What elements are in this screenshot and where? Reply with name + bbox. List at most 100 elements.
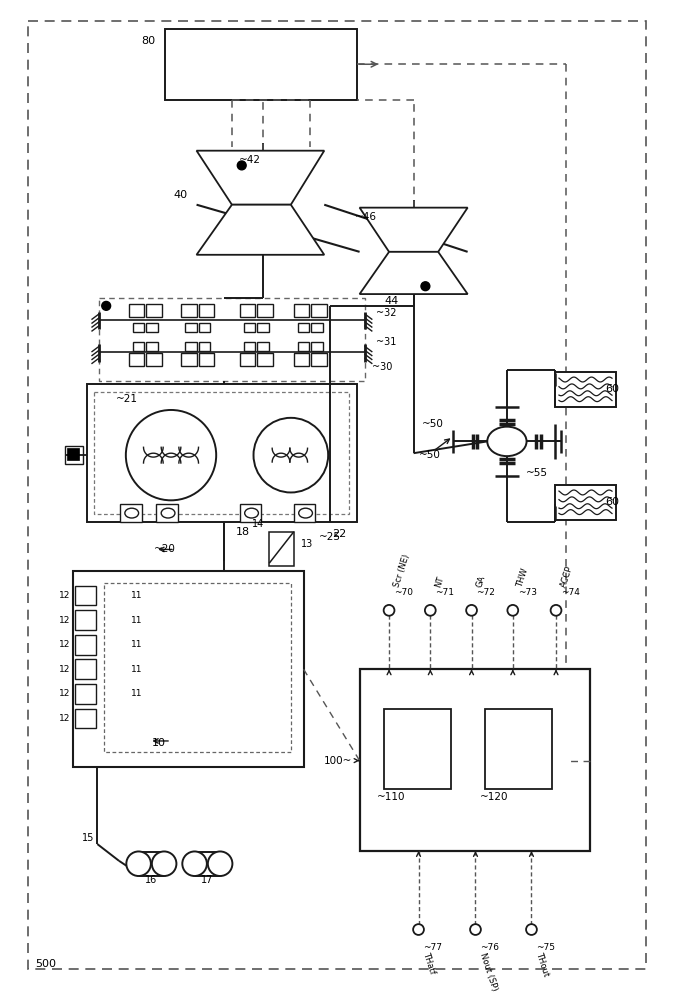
Text: ~72: ~72 <box>477 588 495 597</box>
Bar <box>129 353 144 366</box>
Bar <box>133 342 144 351</box>
Bar <box>244 323 255 332</box>
Ellipse shape <box>182 851 207 876</box>
Text: Scr (NE): Scr (NE) <box>392 553 411 589</box>
Bar <box>146 323 158 332</box>
Bar <box>75 659 96 679</box>
Bar <box>298 342 309 351</box>
Circle shape <box>413 924 424 935</box>
Text: 16: 16 <box>145 875 158 885</box>
Text: ~42: ~42 <box>239 155 261 165</box>
Bar <box>120 504 142 522</box>
Bar <box>311 353 327 366</box>
Bar <box>67 448 79 460</box>
Text: ~76: ~76 <box>481 943 499 952</box>
Text: 12: 12 <box>59 616 70 625</box>
Bar <box>65 446 83 464</box>
Text: ~75: ~75 <box>537 943 555 952</box>
Circle shape <box>526 924 537 935</box>
Text: 60: 60 <box>605 497 619 507</box>
Text: ~55: ~55 <box>525 468 547 478</box>
Bar <box>311 323 324 332</box>
Text: 100~: 100~ <box>324 756 352 766</box>
Bar <box>195 852 220 876</box>
Bar <box>485 709 552 789</box>
Text: 11: 11 <box>131 689 142 698</box>
Text: 22: 22 <box>332 529 347 539</box>
Text: ~120: ~120 <box>479 792 508 802</box>
Bar <box>146 353 162 366</box>
Text: 80: 80 <box>141 36 155 46</box>
Ellipse shape <box>487 427 526 456</box>
Ellipse shape <box>126 851 151 876</box>
Circle shape <box>466 605 477 616</box>
Circle shape <box>102 301 111 310</box>
Text: 18: 18 <box>236 527 250 537</box>
Polygon shape <box>197 205 324 255</box>
Text: THatf: THatf <box>421 951 437 976</box>
Text: ~30: ~30 <box>372 362 393 372</box>
Bar <box>104 583 291 752</box>
Bar <box>555 485 616 520</box>
Circle shape <box>421 282 430 291</box>
Bar <box>73 571 303 767</box>
Text: ACCP: ACCP <box>559 565 574 589</box>
Bar <box>257 342 269 351</box>
Bar <box>156 504 178 522</box>
Circle shape <box>253 418 328 492</box>
Ellipse shape <box>161 508 175 518</box>
Ellipse shape <box>208 851 233 876</box>
Bar <box>311 304 327 317</box>
Circle shape <box>425 605 435 616</box>
Text: 12: 12 <box>59 689 70 698</box>
Bar <box>257 323 269 332</box>
Bar <box>311 342 324 351</box>
Bar <box>257 304 273 317</box>
Bar <box>294 353 309 366</box>
Bar <box>75 709 96 728</box>
Text: 17: 17 <box>201 875 214 885</box>
Text: 44: 44 <box>384 296 398 306</box>
Bar <box>240 504 262 522</box>
Bar <box>75 610 96 630</box>
Bar <box>269 532 294 566</box>
Text: 11: 11 <box>131 591 142 600</box>
Circle shape <box>237 161 246 170</box>
Text: ~46: ~46 <box>355 212 377 222</box>
Text: ~50: ~50 <box>419 450 440 460</box>
Text: NT: NT <box>433 575 446 589</box>
Bar <box>99 298 365 381</box>
Polygon shape <box>360 252 468 294</box>
Text: ~50: ~50 <box>421 419 443 429</box>
Text: Nout (SP): Nout (SP) <box>479 951 499 992</box>
Text: 40: 40 <box>173 190 187 200</box>
Bar <box>199 353 214 366</box>
Text: 15: 15 <box>82 833 94 843</box>
Bar <box>94 392 348 514</box>
Bar <box>199 323 210 332</box>
Bar <box>139 852 164 876</box>
Text: ~70: ~70 <box>394 588 413 597</box>
Bar <box>294 304 309 317</box>
Bar <box>185 342 197 351</box>
Text: ~71: ~71 <box>435 588 454 597</box>
Bar <box>133 323 144 332</box>
Bar <box>384 709 451 789</box>
Circle shape <box>508 605 518 616</box>
Text: ~73: ~73 <box>518 588 537 597</box>
Bar <box>240 304 255 317</box>
Text: ~77: ~77 <box>423 943 442 952</box>
Circle shape <box>126 410 216 500</box>
Bar <box>165 29 357 100</box>
Circle shape <box>551 605 561 616</box>
Text: ~25: ~25 <box>319 532 341 542</box>
Polygon shape <box>197 151 324 205</box>
Text: THout: THout <box>534 951 551 978</box>
Text: ~110: ~110 <box>377 792 406 802</box>
Bar <box>75 586 96 605</box>
Ellipse shape <box>152 851 177 876</box>
Bar <box>181 353 197 366</box>
Bar <box>555 372 616 407</box>
Text: 11: 11 <box>131 640 142 649</box>
Text: 11: 11 <box>131 665 142 674</box>
